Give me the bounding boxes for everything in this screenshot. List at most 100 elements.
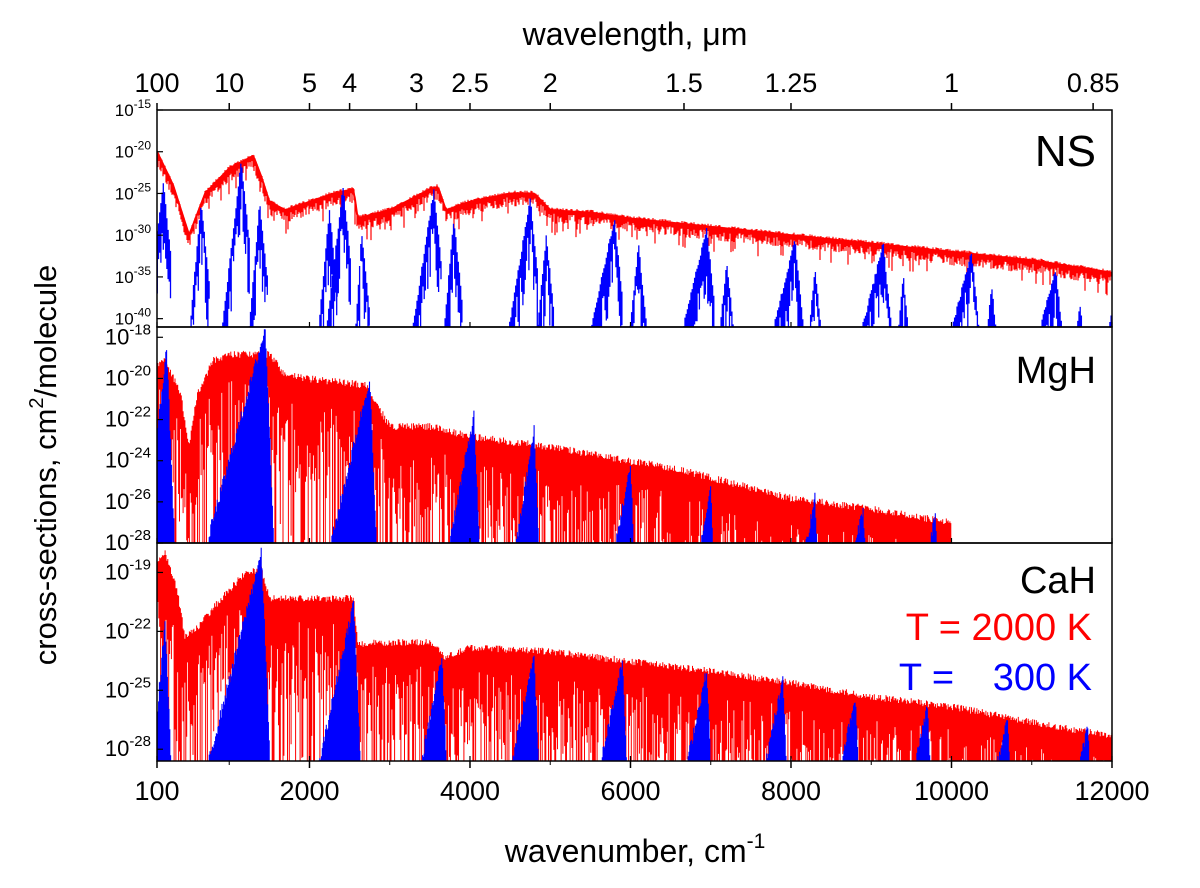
legend-cold-prefix: T = [899,657,965,699]
panel-label-mgh: MgH [1016,350,1096,392]
band-CaH-cold-3 [422,658,447,761]
band-NS-cold-20 [987,289,997,327]
y-tick-label-CaH-3: 10-28 [105,733,151,761]
top-axis-title: wavelength, μm [522,16,748,52]
mgh-panel-data [157,329,952,543]
band-MgH-cold-6 [701,486,713,543]
band-MgH-cold-0 [157,350,176,543]
x-tick-label-12000: 12000 [1074,776,1149,806]
band-NS-cold-9 [509,198,538,327]
top-tick-label-3: 3 [409,68,424,98]
y-tick-label-MgH-0: 10-18 [105,321,151,349]
top-tick-label-4: 4 [342,68,357,98]
band-MgH-cold-3 [450,410,480,543]
band-NS-cold-18 [898,278,908,327]
y-axis-title-rest: /molecule [28,265,63,398]
band-NS-cold-8 [444,223,463,327]
y-tick-label-NS-0: 10-15 [115,97,152,120]
band-NS-cold-23 [1109,312,1112,327]
band-MgH-cold-4 [515,425,539,543]
band-NS-cold-5 [326,188,351,327]
y-axis-title: cross-sections, cm2/molecule [26,265,63,665]
y-tick-label-CaH-2: 10-25 [105,674,151,702]
panel-label-cah: CaH [1020,560,1096,602]
band-NS-cold-2 [222,163,250,327]
y-tick-label-NS-4: 10-35 [115,264,152,287]
band-CaH-cold-0 [157,621,172,761]
x-tick-label-10000: 10000 [914,776,989,806]
band-CaH-cold-11 [1080,726,1090,761]
y-tick-label-MgH-4: 10-26 [105,486,151,514]
band-CaH-cold-10 [997,720,1010,761]
line-NS-hot [157,149,1112,296]
band-NS-cold-17 [862,243,892,327]
y-tick-label-MgH-3: 10-24 [105,445,151,473]
legend-hot-prefix: T = [906,607,972,649]
top-tick-label-100: 100 [134,68,179,98]
legend: T = 2000 K T = 300 K [899,607,1092,699]
band-NS-cold-7 [412,189,442,327]
series-cold-CaH [157,547,1090,761]
cah-panel-data [157,547,1112,761]
panel-label-ns: NS [1035,127,1096,176]
axes: 100 2000 4000 6000 8000 10000 12000 100 10 5 4 3 2.5… [105,68,1150,806]
band-NS-cold-21 [1041,272,1062,327]
x-tick-label-6000: 6000 [600,776,660,806]
band-NS-cold-11 [591,220,623,327]
top-tick-label-2: 2 [543,68,558,98]
y-tick-label-MgH-2: 10-22 [105,404,151,432]
top-tick-label-2.5: 2.5 [451,68,489,98]
y-axis-title-exp: 2 [26,397,48,408]
band-NS-cold-3 [248,206,268,327]
x-tick-label-8000: 8000 [761,776,821,806]
band-CaH-cold-4 [511,655,539,761]
legend-entry-cold: T = 300 K [899,657,1092,699]
band-MgH-cold-8 [855,508,866,543]
band-MgH-cold-2 [331,381,377,543]
band-NS-cold-22 [1077,306,1083,327]
band-MgH-cold-1 [208,329,274,543]
band-NS-cold-15 [773,241,804,327]
y-tick-label-CaH-0: 10-19 [105,556,151,584]
x-tick-label-4000: 4000 [440,776,500,806]
x-axis-title-exp: -1 [747,830,766,853]
top-tick-label-1: 1 [944,68,959,98]
band-NS-cold-10 [537,235,555,327]
band-NS-cold-16 [809,272,821,327]
frame-CaH [156,542,1113,762]
envelope-NS-hot [157,151,1112,274]
top-tick-label-1.5: 1.5 [665,68,703,98]
band-CaH-cold-7 [766,676,787,761]
y-tick-label-NS-3: 10-30 [115,222,152,245]
x-tick-label-2000: 2000 [279,776,339,806]
band-NS-cold-1 [190,207,210,327]
band-CaH-cold-6 [687,673,711,761]
panel-frames [156,109,1113,762]
top-tick-label-10: 10 [214,68,244,98]
x-axis-title-text: wavenumber, cm [504,833,747,869]
band-CaH-cold-1 [208,547,270,761]
band-NS-cold-6 [355,236,370,327]
band-NS-cold-14 [720,266,734,327]
band-NS-cold-13 [683,228,715,327]
band-MgH-cold-9 [930,513,937,543]
y-tick-label-CaH-1: 10-22 [105,615,151,643]
top-tick-label-5: 5 [302,68,317,98]
x-axis-title: wavenumber, cm-1 [504,830,766,869]
y-axis-title-text: cross-sections, cm [28,409,63,666]
y-tick-label-MgH-5: 10-28 [105,527,151,555]
top-tick-label-1.25: 1.25 [765,68,818,98]
legend-entry-hot: T = 2000 K [906,607,1092,649]
legend-cold-value: 300 K [993,657,1092,699]
band-MgH-cold-7 [804,492,818,543]
legend-hot-value: 2000 K [972,607,1092,649]
x-tick-label-100: 100 [134,776,179,806]
y-tick-label-NS-5: 10-40 [115,306,152,329]
y-tick-label-NS-1: 10-20 [115,139,152,162]
y-tick-label-MgH-1: 10-20 [105,362,151,390]
series-cold-MgH [157,329,937,543]
series-hot-NS [157,149,1112,296]
top-tick-label-0.85: 0.85 [1067,68,1120,98]
band-CaH-cold-8 [842,702,859,761]
